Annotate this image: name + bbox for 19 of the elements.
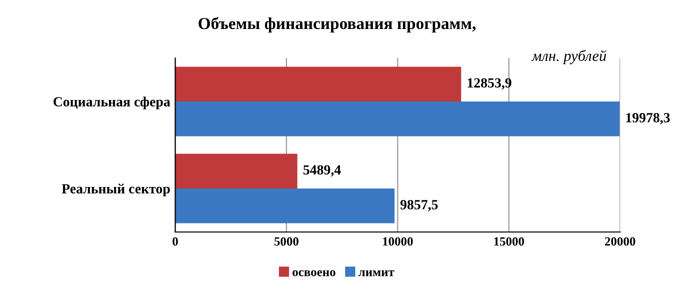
chart-title: Объемы финансирования программ,: [198, 17, 476, 33]
x-tick-label: 10000: [383, 237, 413, 246]
data-label: 5489,4: [303, 165, 341, 177]
x-tick-label: 5000: [274, 237, 298, 246]
data-label: 9857,5: [400, 200, 438, 212]
chart-subtitle: млн. рублей: [532, 50, 606, 64]
legend-label: лимит: [358, 270, 394, 276]
x-tick-label: 20000: [604, 237, 636, 246]
y-tick-label: Реальный сектор: [62, 184, 170, 196]
x-tick-label: 15000: [494, 237, 524, 246]
legend-label: освоено: [292, 270, 336, 276]
bar: [175, 66, 462, 102]
bar: [175, 188, 394, 224]
y-tick-label: Социальная сфера: [54, 96, 170, 110]
data-label: 19978,3: [626, 113, 670, 124]
bar: [175, 102, 620, 136]
bar: [175, 154, 298, 188]
data-label: 12853,9: [468, 78, 512, 90]
x-tick-label: 0: [172, 237, 178, 246]
